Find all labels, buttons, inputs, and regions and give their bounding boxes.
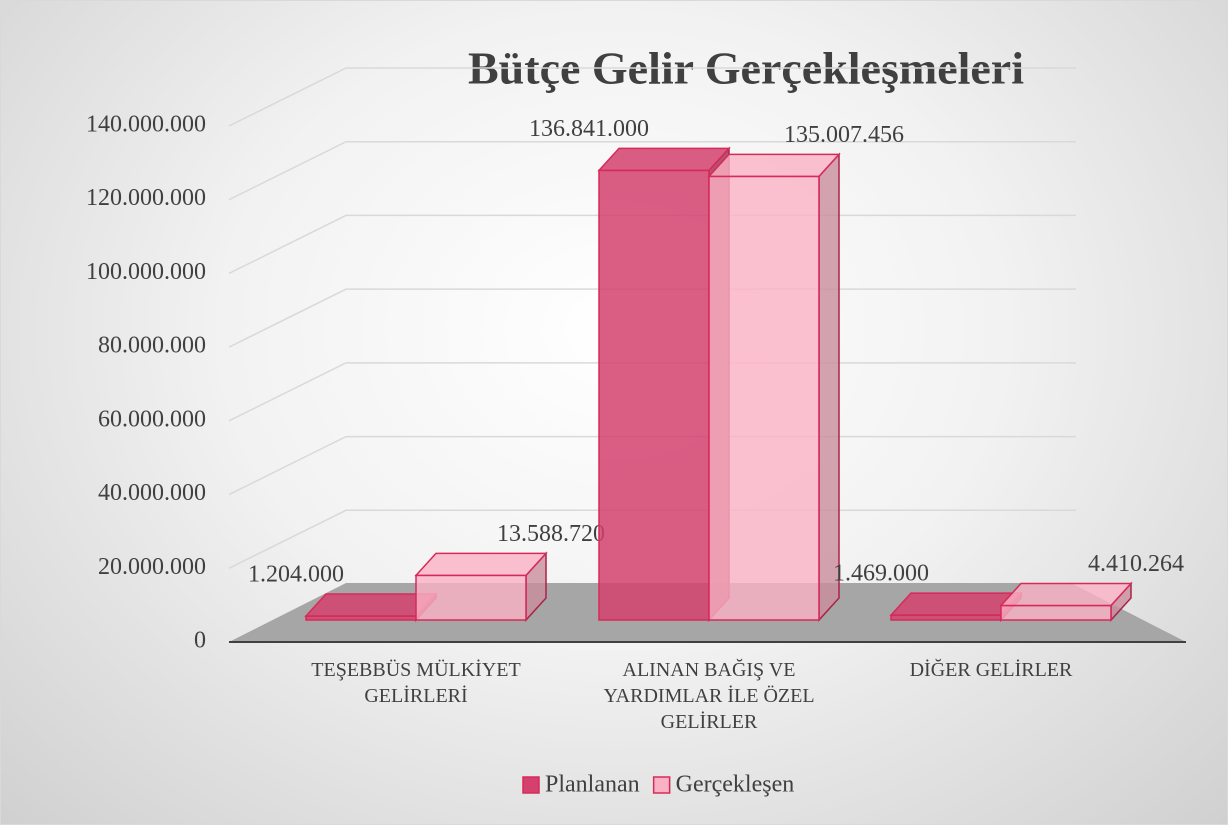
y-tick-label: 20.000.000: [98, 554, 206, 580]
y-tick-label: 80.000.000: [98, 333, 206, 359]
x-tick-label: ALINAN BAĞIŞ VE YARDIMLAR İLE ÖZEL GELİR…: [603, 659, 815, 733]
y-tick-label: 100.000.000: [86, 259, 206, 285]
value-label: 1.469.000: [833, 561, 929, 587]
y-tick-label: 120.000.000: [86, 185, 206, 211]
legend-swatch: [652, 776, 671, 794]
legend-label: Gerçekleşen: [676, 772, 795, 798]
bar-top: [414, 552, 548, 577]
x-tick-label: TEŞEBBÜS MÜLKİYET GELİRLERİ: [311, 659, 521, 707]
x-tick-label: DİĞER GELİRLER: [909, 659, 1073, 681]
bar: [708, 175, 820, 621]
value-label: 13.588.720: [497, 521, 605, 547]
y-tick-label: 60.000.000: [98, 406, 206, 432]
y-tick-label: 40.000.000: [98, 480, 206, 506]
value-label: 1.204.000: [248, 562, 344, 588]
bar: [415, 574, 527, 621]
value-label: 135.007.456: [784, 122, 904, 148]
value-label: 4.410.264: [1088, 551, 1184, 577]
bar-top: [597, 147, 731, 172]
bar-side: [818, 152, 840, 622]
value-label: 136.841.000: [529, 116, 649, 142]
bar-top: [707, 153, 841, 178]
legend-swatch: [522, 776, 540, 794]
grid-line: [228, 67, 1076, 127]
legend-label: Planlanan: [545, 772, 640, 798]
bar-top: [999, 582, 1133, 607]
y-tick-label: 140.000.000: [86, 112, 206, 138]
bar: [1000, 604, 1112, 621]
grid-line: [228, 140, 1076, 201]
y-tick-label: 0: [194, 628, 206, 654]
bar: [598, 169, 710, 621]
